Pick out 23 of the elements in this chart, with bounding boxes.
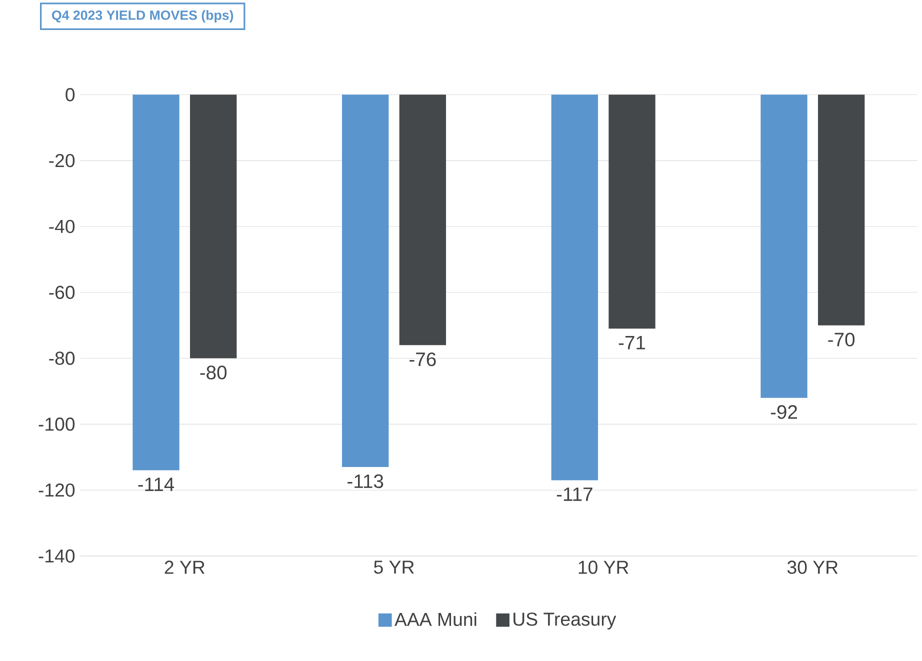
y-tick-label: -100 [38, 418, 75, 431]
x-tick-label: 2 YR [164, 560, 205, 574]
y-tick-label: -140 [38, 549, 75, 563]
x-tick-label: 10 YR [578, 560, 628, 574]
legend-label: AAA Muni [394, 612, 476, 626]
data-label: -80 [200, 366, 227, 380]
y-tick-label: -20 [49, 154, 75, 168]
chart-title: Q4 2023 YIELD MOVES (bps) [52, 10, 234, 23]
legend-label: US Treasury [514, 612, 616, 630]
y-tick-label: -60 [49, 286, 75, 299]
y-tick-label: -40 [49, 220, 75, 234]
data-label: -117 [556, 488, 592, 501]
data-label: -70 [828, 332, 855, 346]
data-label: -113 [348, 474, 384, 488]
x-tick-label: 5 YR [374, 560, 414, 574]
y-tick-label: 0 [66, 88, 75, 102]
y-tick-label: -80 [49, 352, 75, 365]
data-label: -76 [410, 352, 436, 366]
data-label: -92 [770, 405, 797, 419]
y-tick-label: -120 [38, 483, 75, 497]
data-label: -71 [618, 336, 646, 350]
x-tick-label: 30 YR [787, 560, 838, 574]
data-label: -114 [138, 478, 174, 491]
